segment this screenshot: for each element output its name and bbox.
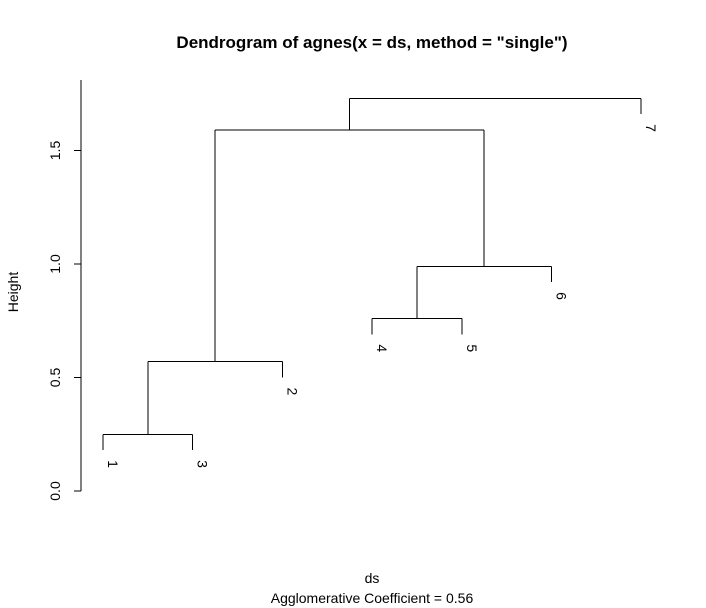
chart-title: Dendrogram of agnes(x = ds, method = "si… bbox=[176, 33, 567, 52]
y-axis: 0.0 0.5 1.0 1.5 bbox=[47, 80, 82, 501]
y-tick-label: 0.0 bbox=[47, 481, 63, 501]
y-axis-label: Height bbox=[5, 272, 21, 313]
leaf-label: 5 bbox=[464, 344, 480, 352]
agglomerative-coefficient-label: Agglomerative Coefficient = 0.56 bbox=[271, 590, 474, 606]
leaf-label: 1 bbox=[105, 460, 121, 468]
y-ticks: 0.0 0.5 1.0 1.5 bbox=[47, 141, 81, 501]
leaf-label: 2 bbox=[284, 388, 300, 396]
leaf-label: 7 bbox=[643, 124, 659, 132]
y-tick-label: 1.5 bbox=[47, 141, 63, 161]
dendrogram-tree bbox=[102, 97, 642, 451]
x-axis-label: ds bbox=[365, 570, 380, 586]
y-tick-label: 1.0 bbox=[47, 254, 63, 274]
leaf-labels: 1 3 2 4 5 6 7 bbox=[105, 124, 659, 468]
leaf-label: 4 bbox=[374, 344, 390, 352]
leaf-label: 3 bbox=[195, 460, 211, 468]
y-tick-label: 0.5 bbox=[47, 368, 63, 388]
leaf-label: 6 bbox=[554, 292, 570, 300]
